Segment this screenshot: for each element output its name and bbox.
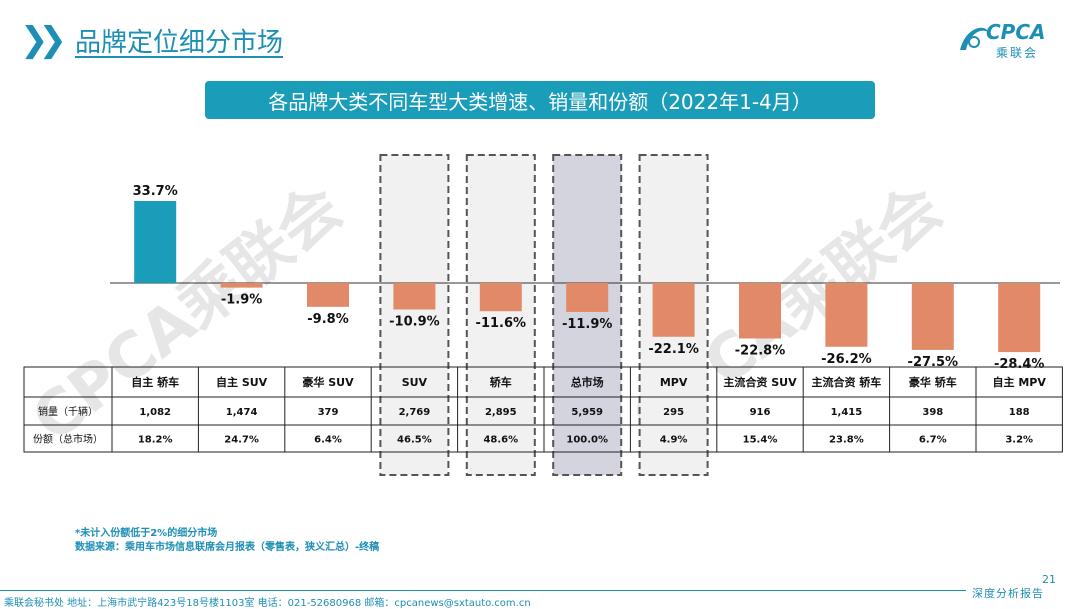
- table-header-cell: 主流合资 轿车: [811, 375, 881, 389]
- chart-title-banner: 各品牌大类不同车型大类增速、销量和份额（2022年1-4月）: [205, 81, 875, 119]
- table-cell: 2,769: [399, 407, 431, 418]
- table-cell: 23.8%: [829, 435, 864, 446]
- highlight-box: [379, 154, 450, 476]
- data-label: -9.8%: [307, 312, 348, 327]
- highlight-box: [465, 154, 536, 476]
- table-cell: 3.2%: [1005, 435, 1033, 446]
- table-cell: 295: [663, 407, 684, 418]
- cpca-logo: CPCA 乘联会: [956, 18, 1056, 66]
- footnote-source: 数据来源：乘用车市场信息联席会月报表（零售表，狭义汇总）-终稿: [75, 542, 380, 553]
- table-header-cell: MPV: [660, 376, 688, 389]
- table-header-cell: 自主 MPV: [993, 375, 1047, 389]
- footer-contact: 乘联会秘书处 地址：上海市武宁路423号18号楼1103室 电话：021-526…: [4, 598, 531, 609]
- table-header-cell: 主流合资 SUV: [723, 375, 797, 389]
- bar: [739, 283, 781, 339]
- table-cell: 6.4%: [314, 435, 342, 446]
- bar: [479, 283, 522, 312]
- table-header-cell: 豪华 轿车: [909, 375, 957, 389]
- logo-text: CPCA: [986, 20, 1046, 44]
- data-label: -22.1%: [648, 342, 699, 357]
- data-label: -1.9%: [221, 293, 262, 308]
- page-title: 品牌定位细分市场: [74, 27, 283, 58]
- data-label: -11.6%: [476, 316, 527, 331]
- footnotes: *未计入份额低于2%的细分市场 数据来源：乘用车市场信息联席会月报表（零售表，狭…: [75, 527, 379, 555]
- table-header-cell: 轿车: [490, 375, 512, 389]
- bar: [220, 283, 263, 288]
- page-header: ❯❯ 品牌定位细分市场: [20, 20, 283, 60]
- table-cell: 379: [318, 407, 339, 418]
- data-label: -22.8%: [735, 343, 786, 358]
- table-cell: 18.2%: [138, 435, 173, 446]
- highlight-box: [552, 154, 623, 476]
- table-cell: 1,415: [831, 407, 863, 418]
- footnote-share: *未计入份额低于2%的细分市场: [75, 528, 218, 539]
- table-cell: 6.7%: [919, 435, 947, 446]
- table-cell: 1,474: [226, 407, 258, 418]
- table-cell: 2,895: [485, 407, 517, 418]
- bar: [825, 283, 868, 347]
- footer-divider: [0, 590, 1050, 591]
- table-cell: 5,959: [571, 407, 603, 418]
- footer-report-label: 深度分析报告: [966, 585, 1050, 601]
- table-cell: 15.4%: [743, 435, 778, 446]
- bar: [652, 283, 695, 337]
- table-border: [23, 366, 1063, 453]
- table-header-cell: 自主 SUV: [216, 375, 268, 389]
- logo-subtext: 乘联会: [996, 46, 1039, 60]
- table-cell: 48.6%: [483, 435, 518, 446]
- bar: [998, 283, 1041, 353]
- bar: [566, 283, 609, 312]
- logo-swirl-icon: [960, 27, 988, 50]
- table-header-cell: 自主 轿车: [131, 375, 179, 389]
- data-label: -11.9%: [562, 317, 613, 332]
- data-label: -10.9%: [389, 315, 440, 330]
- table-header-cell: 总市场: [571, 375, 604, 389]
- table-cell: 24.7%: [224, 435, 259, 446]
- table-cell: 188: [1009, 407, 1030, 418]
- table-header-cell: SUV: [402, 376, 428, 389]
- table-cell: 398: [922, 407, 943, 418]
- data-label: -28.4%: [994, 357, 1045, 372]
- bar: [134, 201, 177, 283]
- page-number: 21: [1042, 573, 1056, 586]
- table-header-cell: 豪华 SUV: [302, 375, 354, 389]
- table-cell: 4.9%: [660, 435, 688, 446]
- table-row-label: 销量（千辆）: [38, 405, 98, 418]
- table-cell: 100.0%: [566, 435, 608, 446]
- table-cell: 916: [750, 407, 771, 418]
- bar: [911, 283, 954, 350]
- data-label: -26.2%: [821, 352, 872, 367]
- data-label: -27.5%: [908, 355, 959, 370]
- table-cell: 46.5%: [397, 435, 432, 446]
- bar: [307, 283, 349, 307]
- table-cell: 1,082: [139, 407, 171, 418]
- bar: [393, 283, 436, 310]
- table-row-label: 份额（总市场）: [33, 433, 103, 446]
- data-label: 33.7%: [133, 184, 178, 199]
